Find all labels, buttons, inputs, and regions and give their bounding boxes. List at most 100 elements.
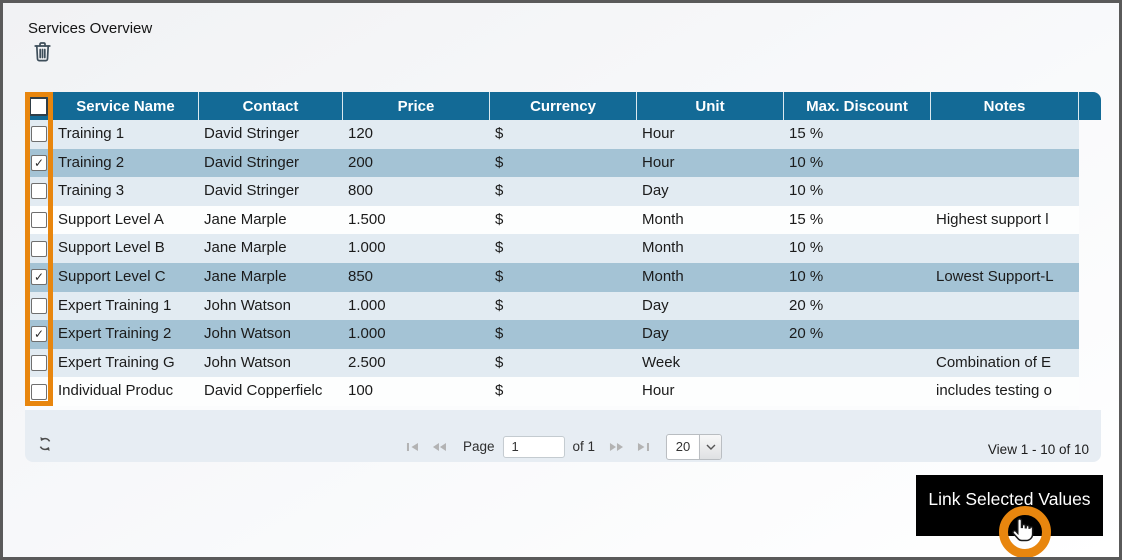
cell-price: 100 [348, 382, 374, 400]
row-checkbox[interactable] [31, 383, 47, 400]
cell-contact: John Watson [204, 296, 291, 314]
cell-currency: $ [495, 353, 504, 371]
cell-max-discount: 10 % [789, 153, 824, 171]
row-checkbox-checked[interactable]: ✓ [31, 326, 47, 343]
column-header-service-name[interactable]: Service Name [53, 92, 199, 120]
pager-controls: Page of 1 20 [404, 433, 723, 460]
cell-contact: Jane Marple [204, 267, 287, 285]
page-size-dropdown-button[interactable] [699, 434, 722, 459]
select-all-checkbox[interactable] [29, 96, 48, 116]
first-page-icon [406, 442, 418, 451]
cell-price: 1.000 [348, 325, 386, 343]
table-row[interactable]: Training 3 David Stringer 800 $ Day 10 % [25, 177, 1079, 206]
page-number-input[interactable] [502, 435, 565, 458]
row-checkbox-cell [25, 120, 53, 149]
cell-max-discount: 20 % [789, 296, 824, 314]
table-row[interactable]: Support Level B Jane Marple 1.000 $ Month 10 … [25, 234, 1079, 263]
page-title: Services Overview [28, 20, 153, 37]
cell-service-name: Expert Training G [58, 353, 175, 371]
table-row[interactable]: Expert Training G John Watson 2.500 $ Week Co… [25, 348, 1079, 378]
cell-contact: John Watson [204, 325, 291, 343]
cell-max-discount: 10 % [789, 239, 824, 257]
delete-button[interactable] [30, 41, 54, 65]
cell-currency: $ [495, 296, 504, 314]
row-checkbox-cell [25, 177, 53, 206]
table-row[interactable]: Individual Produc David Copperfielc 100 $ Ho… [25, 377, 1079, 406]
cell-unit: Day [642, 325, 669, 343]
cell-price: 850 [348, 267, 374, 285]
cell-service-name: Support Level C [58, 267, 166, 285]
previous-page-button[interactable] [430, 440, 449, 454]
row-checkbox-checked[interactable]: ✓ [31, 154, 47, 171]
next-page-icon [610, 442, 624, 451]
cell-max-discount: 15 % [789, 125, 824, 142]
column-header-notes[interactable]: Notes [931, 92, 1079, 120]
last-page-button[interactable] [634, 440, 652, 454]
table-row[interactable]: ✓ Training 2 David Stringer 200 $ Hour 10 % [25, 148, 1079, 178]
cell-notes [931, 292, 1079, 321]
table-row[interactable]: Expert Training 1 John Watson 1.000 $ Day 20 … [25, 291, 1079, 321]
first-page-button[interactable] [404, 440, 422, 454]
cell-contact: David Stringer [204, 182, 300, 200]
table-empty-area [25, 405, 1079, 410]
cell-notes: Lowest Support-L [936, 267, 1054, 285]
trash-icon [33, 42, 51, 62]
row-checkbox[interactable] [31, 297, 47, 314]
cell-notes: Combination of E [936, 353, 1052, 371]
link-selected-values-tooltip[interactable]: Link Selected Values [916, 475, 1103, 536]
cell-notes [931, 120, 1079, 149]
view-range-label: View 1 - 10 of 10 [987, 441, 1089, 457]
row-checkbox[interactable] [31, 240, 47, 257]
column-header-unit[interactable]: Unit [637, 92, 784, 120]
cell-max-discount: 15 % [789, 210, 824, 228]
row-checkbox-cell [25, 377, 53, 406]
row-checkbox-cell: ✓ [25, 320, 53, 349]
cell-unit: Day [642, 296, 669, 314]
cell-price: 200 [348, 153, 374, 171]
cell-unit: Month [642, 267, 684, 285]
cell-currency: $ [495, 125, 504, 142]
page-size-select[interactable]: 20 [666, 433, 723, 460]
select-all-checkbox-cell [25, 92, 53, 120]
previous-page-icon [432, 442, 446, 451]
column-header-currency[interactable]: Currency [490, 92, 637, 120]
table-row[interactable]: Support Level A Jane Marple 1.500 $ Month 15 … [25, 205, 1079, 235]
row-checkbox[interactable] [31, 126, 47, 143]
cell-unit: Week [642, 353, 681, 371]
cell-notes [931, 177, 1079, 206]
header-spacer [1079, 92, 1101, 120]
cell-unit: Day [642, 182, 669, 200]
row-checkbox-cell [25, 292, 53, 321]
services-table: Service Name Contact Price Currency Unit Max.… [25, 92, 1101, 462]
refresh-button[interactable] [35, 436, 55, 456]
column-header-max-discount[interactable]: Max. Discount [784, 92, 931, 120]
cell-price: 120 [348, 125, 374, 142]
row-checkbox-cell [25, 234, 53, 263]
cell-contact: Jane Marple [204, 239, 287, 257]
column-header-contact[interactable]: Contact [199, 92, 343, 120]
table-row[interactable]: ✓ Expert Training 2 John Watson 1.000 $ Day 20… [25, 320, 1079, 349]
table-row[interactable]: ✓ Support Level C Jane Marple 850 $ Month 10 %… [25, 262, 1079, 292]
row-checkbox-cell: ✓ [25, 149, 53, 178]
row-checkbox[interactable] [31, 212, 47, 229]
table-row[interactable]: Training 1 David Stringer 120 $ Hour 15 % [25, 120, 1079, 149]
refresh-icon [39, 437, 51, 452]
next-page-button[interactable] [607, 440, 626, 454]
cell-contact: Jane Marple [204, 210, 287, 228]
cell-unit: Month [642, 239, 684, 257]
cell-contact: John Watson [204, 353, 291, 371]
row-checkbox-cell [25, 349, 53, 378]
cell-unit: Hour [642, 382, 675, 400]
cell-notes [931, 234, 1079, 263]
row-checkbox-cell [25, 206, 53, 235]
table-body: Training 1 David Stringer 120 $ Hour 15 % ✓ Tra… [25, 120, 1079, 406]
row-checkbox[interactable] [31, 183, 47, 200]
row-checkbox[interactable] [31, 355, 47, 372]
column-header-price[interactable]: Price [343, 92, 490, 120]
cell-notes: includes testing o [936, 382, 1052, 400]
cell-price: 1.000 [348, 239, 386, 257]
row-checkbox-checked[interactable]: ✓ [31, 269, 47, 286]
cell-max-discount: 10 % [789, 267, 824, 285]
page-size-value: 20 [675, 439, 691, 455]
last-page-icon [638, 442, 650, 451]
